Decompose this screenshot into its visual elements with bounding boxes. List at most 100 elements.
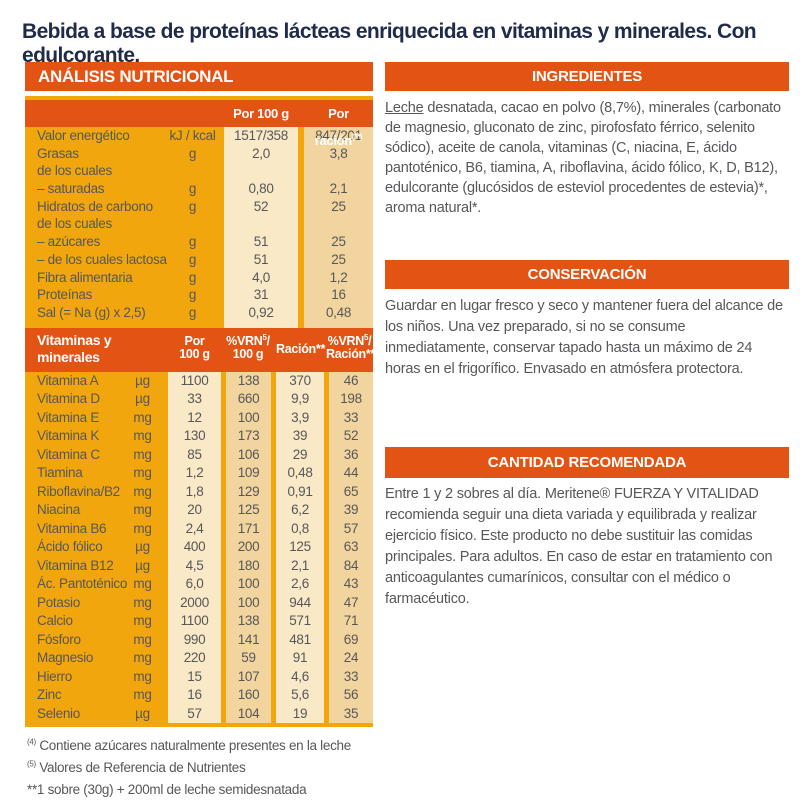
row-value-vrnracion: 44 [329,464,373,483]
conservation-header: CONSERVACIÓN [385,260,789,289]
table-row: Ác. Pantoténico mg 6,0 100 2,6 43 [25,575,373,594]
row-label: Vitamina B6 [37,520,107,536]
row-value-vrn100: 59 [226,649,271,668]
row-value-per100: 130 [168,427,221,446]
row-label: Zinc [37,687,62,703]
row-value-vrnracion: 63 [329,538,373,557]
row-label: Riboflavina/B2 [37,483,120,499]
row-label: Vitamina K [37,428,100,444]
table-row: Fibra alimentaria g 4,0 1,2 [25,268,373,287]
row-value-serving [304,162,373,181]
table-row: Sal (= Na (g) x 2,5) g 0,92 0,48 [25,303,373,322]
row-value-serving [304,215,373,234]
row-value-vrn100: 100 [226,575,271,594]
row-value-racion: 19 [276,704,324,724]
row-unit: µg [135,557,150,573]
row-value-serving: 25 [304,233,373,251]
row-unit: µg [135,539,150,555]
row-value-racion: 29 [276,445,324,465]
row-value-serving: 3,8 [304,144,373,163]
row-value-vrnracion: 56 [329,686,373,705]
row-value-per100: 2,0 [224,144,298,163]
row-label: Proteínas [37,287,93,303]
allergen-highlight: Leche [385,100,424,116]
row-value-racion: 944 [276,593,324,613]
table-row: – de los cuales lactosa g 51 25 [25,250,373,269]
table-row: Vitamina A µg 1100 138 370 46 [25,371,373,391]
row-unit [165,162,220,180]
row-unit [165,215,220,233]
row-label: Magnesio [37,650,94,666]
row-unit: mg [133,650,152,666]
row-value-per100: 1100 [168,612,221,631]
recommended-amount-header: CANTIDAD RECOMENDADA [385,447,789,478]
table-row: Potasio mg 2000 100 944 47 [25,593,373,613]
row-unit: g [188,198,197,214]
row-value-vrnracion: 47 [329,593,373,613]
row-value-vrn100: 107 [226,667,271,687]
row-value-racion: 125 [276,538,324,557]
macro-column-header: Por 100 g Por ración(**) [25,100,373,148]
vitamins-header-title: Vitaminas y minerales [37,331,112,365]
row-value-per100: 52 [224,197,298,216]
recommended-amount-text: Entre 1 y 2 sobres al día. Meritene® FUE… [385,486,773,607]
row-value-per100: 33 [168,390,221,409]
row-value-per100: 400 [168,538,221,557]
footnote-4: (4) Contiene azúcares naturalmente prese… [27,737,351,753]
nutrition-panel-header: ANÁLISIS NUTRICIONAL [25,62,373,91]
table-row: de los cuales [25,162,373,181]
row-value-vrnracion: 39 [329,501,373,520]
row-value-vrnracion: 198 [329,390,373,409]
row-value-per100 [224,162,298,181]
row-value-per100: 31 [224,286,298,304]
conservation-text: Guardar en lugar fresco y seco y mantene… [385,298,783,377]
row-unit: µg [135,705,150,721]
row-value-per100: 12 [168,408,221,428]
table-row: Tiamina mg 1,2 109 0,48 44 [25,464,373,483]
row-value-per100: 20 [168,501,221,520]
row-label: de los cuales [37,216,112,232]
row-label: Hidratos de carbono [37,198,153,214]
row-unit: µg [135,391,150,407]
row-value-per100: 4,0 [224,268,298,287]
row-value-per100: 1,2 [168,464,221,483]
table-row: Selenio µg 57 104 19 35 [25,704,373,724]
row-value-vrnracion: 36 [329,445,373,465]
row-value-racion: 39 [276,427,324,446]
vit-col-header-vrnracion: %VRN5/ Ración** [326,332,376,362]
row-value-serving: 25 [304,250,373,269]
nutrition-panel-title: ANÁLISIS NUTRICIONAL [38,66,234,86]
footnotes: (4) Contiene azúcares naturalmente prese… [27,735,351,801]
table-row: Hierro mg 15 107 4,6 33 [25,667,373,687]
row-value-vrn100: 109 [226,464,271,483]
row-value-serving: 1,2 [304,268,373,287]
table-row: Proteínas g 31 16 [25,286,373,304]
col-header-serving: Por ración(**) [314,106,363,148]
row-label: Fósforo [37,631,81,647]
row-value-racion: 0,8 [276,519,324,539]
row-value-per100: 1,8 [168,482,221,502]
row-value-vrn100: 100 [226,408,271,428]
row-value-vrn100: 173 [226,427,271,446]
footnote-5: (5) Valores de Referencia de Nutrientes [27,759,246,775]
macro-spacer [25,321,373,328]
row-value-per100: 0,80 [224,180,298,198]
row-unit: mg [133,576,152,592]
row-value-vrnracion: 71 [329,612,373,631]
row-unit: mg [133,520,152,536]
table-row: Vitamina K mg 130 173 39 52 [25,427,373,446]
table-row: Vitamina E mg 12 100 3,9 33 [25,408,373,428]
row-label: Hierro [37,668,72,684]
row-value-per100: 2000 [168,593,221,613]
row-unit: g [188,234,197,250]
row-unit: mg [133,483,152,499]
table-row: Calcio mg 1100 138 571 71 [25,612,373,631]
row-value-vrn100: 660 [226,390,271,409]
row-label: Fibra alimentaria [37,269,133,285]
row-unit: g [188,145,197,161]
row-value-vrnracion: 69 [329,630,373,650]
row-value-racion: 0,91 [276,482,324,502]
row-label: Ác. Pantoténico [37,576,128,592]
row-value-vrnracion: 84 [329,556,373,576]
table-row: Vitamina C mg 85 106 29 36 [25,445,373,465]
